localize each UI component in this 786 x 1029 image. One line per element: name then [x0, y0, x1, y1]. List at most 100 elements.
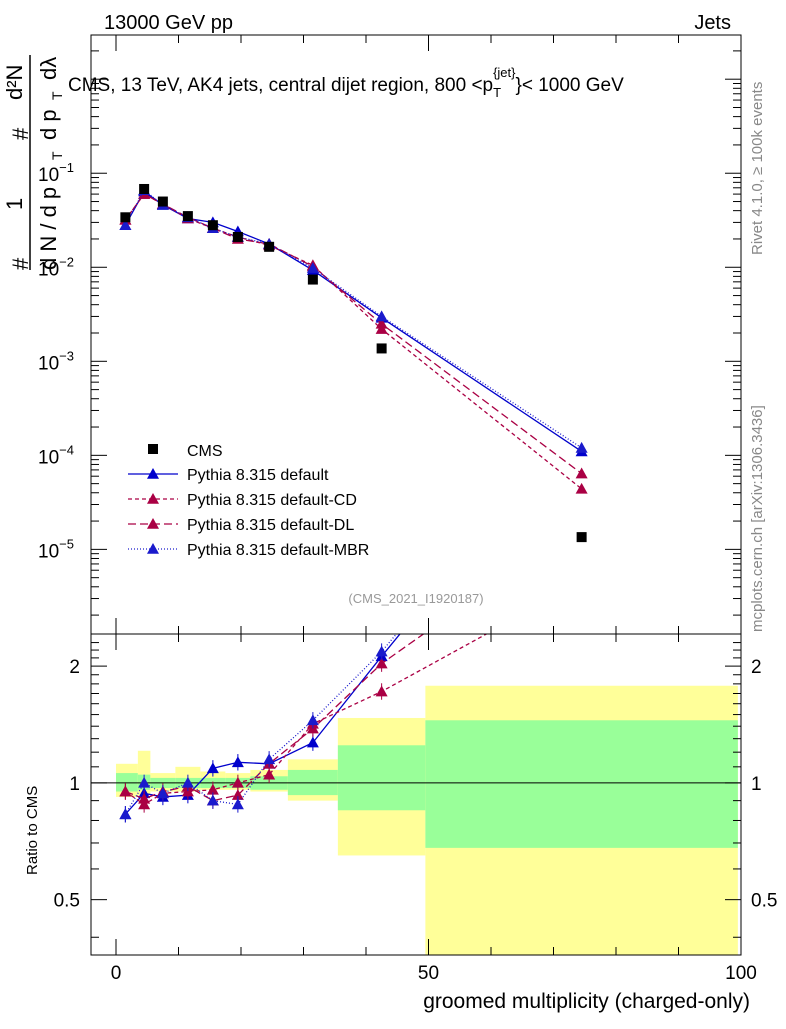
cms-data-point-5	[232, 231, 243, 242]
ylabel-one: 1	[2, 198, 27, 210]
ylabel-hash-1: #	[8, 257, 33, 270]
series-marker-ratio-2-0	[119, 785, 132, 797]
x-axis-label: groomed multiplicity (charged-only)	[423, 990, 750, 1013]
y-main-tick-label-1: 10−2	[38, 254, 74, 280]
ratio-bands	[116, 685, 738, 955]
series-marker-ratio-3-6	[263, 753, 276, 765]
cms-data-point-8	[376, 343, 387, 354]
series-marker-ratio-1-8	[375, 685, 388, 697]
cms-data-point-7	[307, 274, 318, 285]
ylabel-pt-subscript-2: T	[49, 91, 65, 100]
series-marker-ratio-3-1	[138, 776, 151, 788]
legend-marker-1	[147, 493, 159, 504]
y-main-tick-label-0: 10−1	[38, 160, 74, 186]
legend-label-2: Pythia 8.315 default-DL	[187, 517, 354, 534]
series-line-ratio-3	[124, 634, 398, 815]
mcplots-label: mcplots.cern.ch [arXiv:1306.3436]	[749, 405, 766, 632]
cms-data-point-6	[264, 241, 275, 252]
ylabel-dn-dpt: d N / d p	[36, 187, 61, 270]
series-line-ratio-1	[125, 634, 488, 806]
series-marker-ratio-3-2	[156, 787, 169, 799]
y-ratio-tick-label-0: 0.5	[54, 891, 80, 912]
series-marker-main-3-9	[575, 441, 588, 453]
series-line-main-0	[124, 190, 582, 452]
series-marker-ratio-0-9	[576, 407, 588, 418]
chart-title: CMS, 13 TeV, AK4 jets, central dijet reg…	[68, 65, 624, 100]
ylabel-dlambda: dλ	[36, 57, 61, 80]
y-ratio-tick-label-right-0: 0.5	[751, 891, 777, 912]
series-marker-ratio-0-7	[306, 736, 319, 748]
series-marker-main-1-9	[575, 482, 588, 494]
ratio-panel	[91, 407, 741, 823]
series-marker-ratio-1-6	[263, 768, 276, 780]
series-line-main-3	[124, 189, 582, 449]
series-marker-main-3-8	[375, 310, 388, 322]
series-marker-main-2-9	[575, 467, 588, 479]
axes: 0 50 100 10−1 10−2 10−3 10−4 10−5 0.5 0.5 1 1 2 2	[38, 34, 777, 984]
title-end: }< 1000 GeV	[516, 75, 625, 96]
cms-data-point-4	[207, 220, 218, 231]
series-marker-ratio-2-9	[576, 516, 588, 527]
legend-marker-0	[147, 468, 159, 479]
rivet-version-label: Rivet 4.1.0, ≥ 100k events	[749, 82, 766, 255]
series-marker-ratio-3-0	[119, 808, 132, 820]
series-marker-ratio-3-8	[375, 645, 388, 657]
series-marker-ratio-3-5	[231, 798, 244, 810]
legend-label-cms: CMS	[187, 443, 223, 460]
cms-data-point-3	[182, 211, 193, 222]
analysis-id: (CMS_2021_I1920187)	[348, 591, 483, 606]
series-marker-ratio-3-9	[576, 407, 588, 418]
y-ratio-tick-label-1: 1	[69, 774, 80, 795]
series-marker-ratio-2-1	[138, 792, 151, 804]
series-marker-ratio-2-5	[231, 789, 244, 800]
title-subscript: T	[493, 85, 501, 100]
series-marker-ratio-0-5	[231, 756, 244, 768]
series-line-ratio-2	[125, 634, 425, 802]
ylabel-hash-2: #	[8, 127, 33, 140]
series-marker-main-3-0	[119, 219, 132, 231]
series-marker-ratio-0-4	[206, 762, 219, 774]
ylabel-pt-subscript-1: T	[49, 151, 65, 160]
cms-data-point-2	[157, 196, 168, 207]
legend-marker-2	[147, 518, 159, 529]
series-marker-ratio-1-9	[576, 576, 588, 587]
ylabel-d2n: d²N	[2, 65, 27, 100]
y-ratio-tick-label-right-1: 1	[751, 774, 762, 795]
legend: CMS Pythia 8.315 default Pythia 8.315 defa…	[128, 443, 369, 559]
legend-label-0: Pythia 8.315 default	[187, 467, 329, 484]
ratio-frame	[90, 633, 742, 956]
y-main-tick-label-4: 10−5	[38, 536, 74, 562]
y-ratio-tick-label-2: 2	[69, 657, 80, 678]
band-stat-8	[337, 745, 426, 811]
series-marker-ratio-3-3	[181, 776, 194, 788]
title-superscript: {jet}	[493, 65, 516, 80]
series-line-main-2	[124, 193, 583, 475]
legend-marker-cms	[148, 444, 158, 454]
series-marker-ratio-3-4	[206, 794, 219, 806]
header-category-label: Jets	[694, 12, 731, 34]
series-marker-ratio-3-7	[306, 714, 319, 726]
series-marker-main-3-7	[306, 262, 319, 273]
main-y-axis-label: # 1 d N / d p T # d²N d p T dλ	[2, 55, 65, 270]
x-tick-label-1: 50	[418, 963, 439, 984]
series-marker-ratio-2-8	[375, 657, 388, 669]
y-main-tick-label-2: 10−3	[38, 348, 74, 374]
header-beam-label: 13000 GeV pp	[104, 12, 233, 34]
series-marker-ratio-1-5	[231, 776, 244, 788]
y-ratio-tick-label-right-2: 2	[751, 657, 762, 678]
ratio-y-axis-label: Ratio to CMS	[24, 786, 41, 875]
series-marker-main-2-8	[375, 317, 388, 329]
x-tick-label-2: 100	[725, 963, 757, 984]
band-stat-9	[425, 720, 738, 848]
cms-data-point-1	[139, 183, 150, 194]
title-main: CMS, 13 TeV, AK4 jets, central dijet reg…	[68, 75, 493, 96]
ylabel-dpt-dlambda: d p	[36, 109, 61, 140]
cms-data-point-0	[120, 212, 131, 223]
legend-label-3: Pythia 8.315 default-MBR	[187, 542, 369, 559]
legend-label-1: Pythia 8.315 default-CD	[187, 492, 357, 509]
band-stat-0	[116, 773, 138, 792]
main-panel	[119, 183, 588, 543]
y-main-tick-label-3: 10−4	[38, 442, 74, 468]
legend-marker-3	[147, 543, 159, 554]
